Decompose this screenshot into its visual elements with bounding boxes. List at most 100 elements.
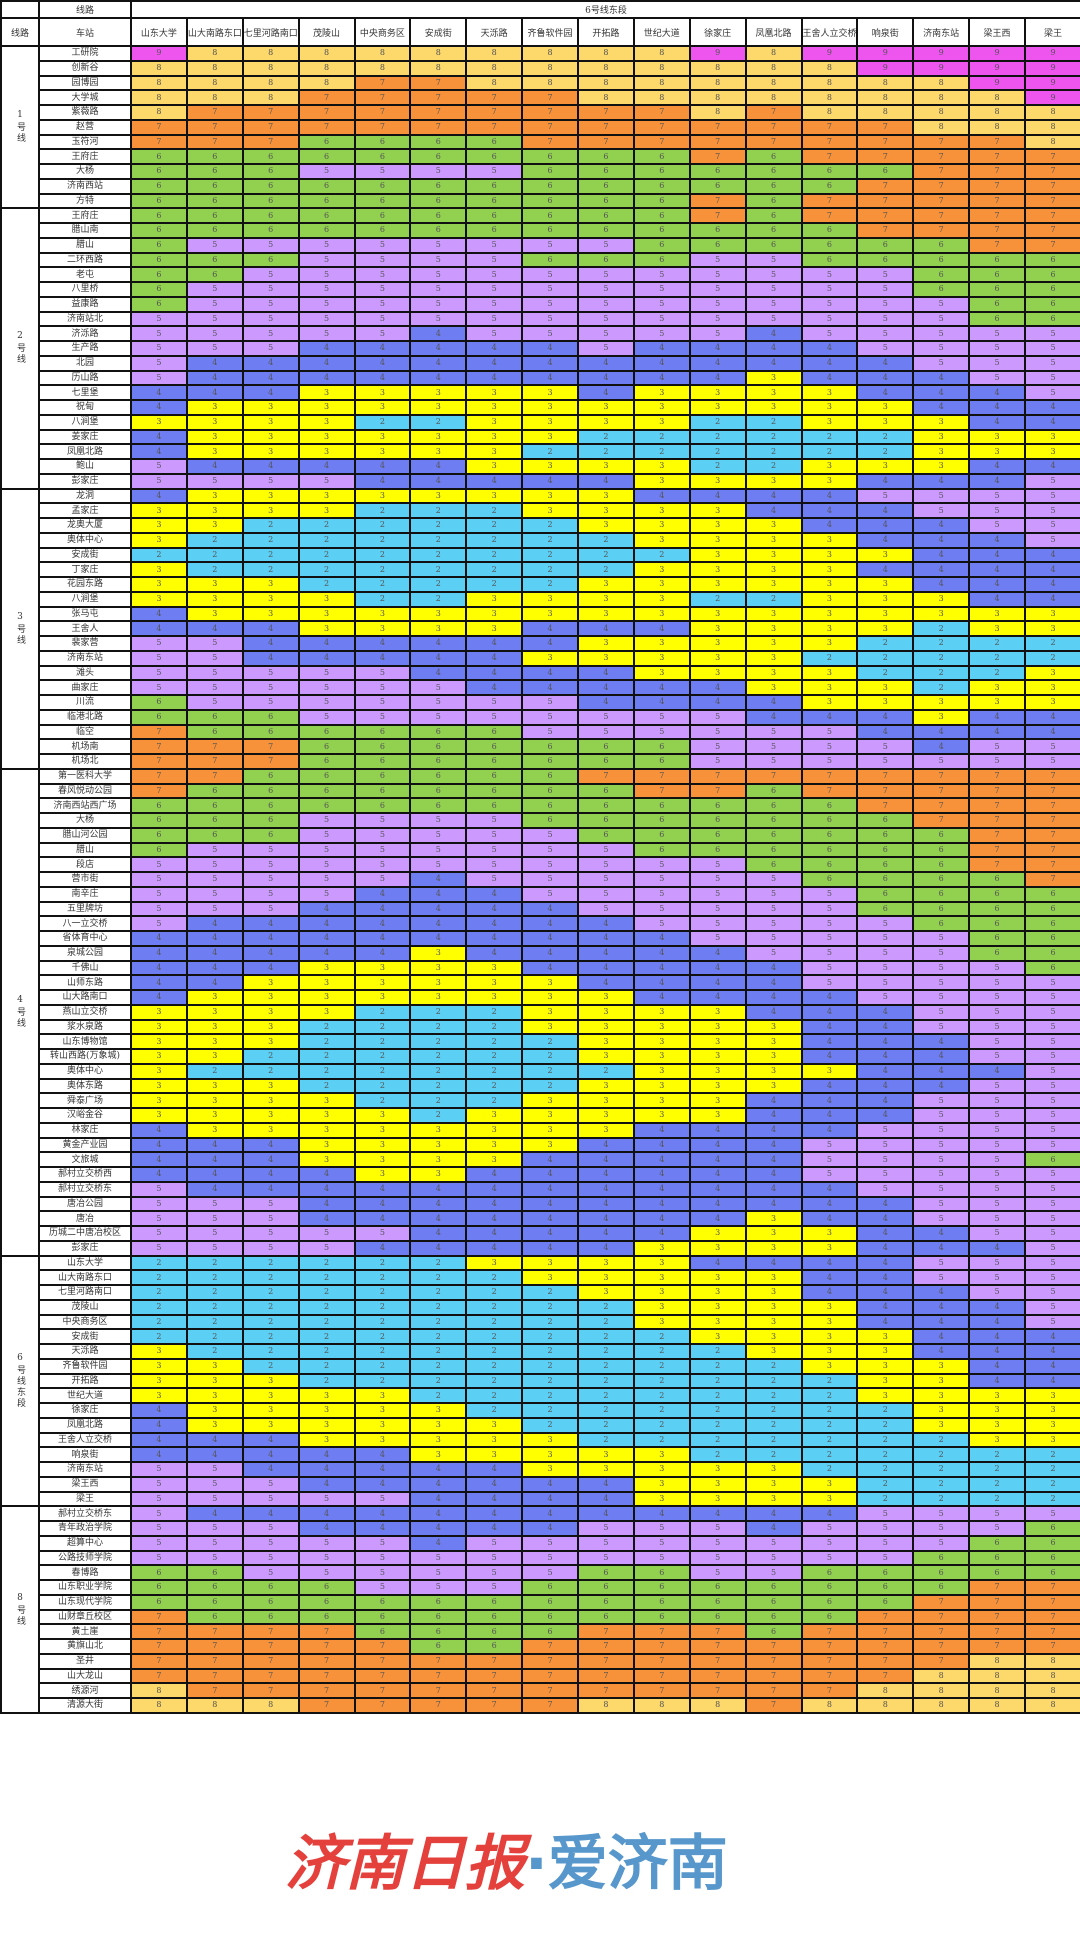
fare-cell: 4 <box>241 384 300 401</box>
fare-cell: 2 <box>185 1284 244 1301</box>
fare-cell: 5 <box>521 1564 579 1581</box>
fare-cell: 6 <box>521 738 579 755</box>
fare-cell: 3 <box>521 590 579 608</box>
fare-cell: 3 <box>856 694 915 711</box>
fare-cell: 6 <box>353 767 412 785</box>
fare-cell: 4 <box>409 325 468 342</box>
fare-cell: 5 <box>241 694 300 711</box>
fare-cell: 2 <box>353 1328 412 1345</box>
fare-cell: 9 <box>1023 74 1080 92</box>
fare-cell: 6 <box>632 251 691 269</box>
station-row: 超算中心 5 5 5 5 5 4 5 5 5 5 5 5 5 5 5 6 6 <box>1 1534 1080 1552</box>
fare-cell: 4 <box>856 354 915 372</box>
station-row: 鲍山 5 4 4 4 4 4 3 3 3 3 2 2 3 3 3 4 4 <box>1 458 1080 475</box>
station-row: 山财章丘校区 7 6 6 6 6 6 6 6 6 6 6 6 6 7 7 7 7 <box>1 1608 1080 1626</box>
station-name: 七里堡 <box>38 384 132 401</box>
fare-cell: 3 <box>744 1490 803 1508</box>
fare-cell: 5 <box>353 163 412 180</box>
fare-cell: 4 <box>185 944 244 962</box>
fare-cell: 7 <box>800 767 859 785</box>
fare-cell: 4 <box>632 1210 691 1227</box>
station-name: 山东大学 <box>38 1254 132 1272</box>
fare-cell: 3 <box>688 605 747 623</box>
fare-cell: 2 <box>521 443 579 460</box>
fare-cell: 3 <box>688 649 747 667</box>
fare-cell: 5 <box>185 1210 244 1227</box>
fare-cell: 4 <box>353 1461 412 1478</box>
fare-cell: 4 <box>968 1239 1026 1257</box>
station-name: 凤凰北路 <box>38 1416 132 1434</box>
station-name: 千佛山 <box>38 959 132 977</box>
fare-cell: 5 <box>130 664 188 682</box>
fare-cell: 3 <box>409 428 468 446</box>
fare-cell: 2 <box>800 1446 859 1463</box>
fare-cell: 6 <box>912 915 971 932</box>
fare-cell: 3 <box>856 1372 915 1390</box>
fare-cell: 7 <box>744 1667 803 1685</box>
fare-cell: 2 <box>297 1328 356 1345</box>
fare-cell: 4 <box>409 1210 468 1227</box>
fare-cell: 3 <box>241 1033 300 1050</box>
fare-cell: 7 <box>1023 236 1080 254</box>
fare-cell: 5 <box>688 1534 747 1552</box>
station-row: 奥体中心 3 2 2 2 2 2 2 2 2 3 3 3 3 4 4 4 5 <box>1 531 1080 549</box>
fare-cell: 3 <box>521 1446 579 1463</box>
station-row: 黄土崖 7 7 7 7 6 6 6 6 7 7 7 6 7 7 7 7 7 <box>1 1623 1080 1640</box>
fare-cell: 4 <box>800 517 859 534</box>
fare-cell: 4 <box>744 1180 803 1198</box>
fare-cell: 6 <box>968 1534 1026 1552</box>
fare-cell: 5 <box>856 989 915 1006</box>
fare-cell: 3 <box>297 1136 356 1154</box>
fare-cell: 3 <box>577 590 635 608</box>
fare-cell: 5 <box>297 885 356 903</box>
fare-cell: 3 <box>744 664 803 682</box>
station-row: 彭家庄 5 5 5 5 4 4 4 4 4 3 3 3 3 4 4 4 5 <box>1 1239 1080 1257</box>
fare-cell: 8 <box>912 1682 971 1699</box>
fare-cell: 5 <box>521 1549 579 1567</box>
fare-cell: 6 <box>130 266 188 283</box>
fare-cell: 4 <box>353 1180 412 1198</box>
fare-cell: 7 <box>632 1682 691 1699</box>
fare-cell: 6 <box>465 738 524 755</box>
fare-cell: 7 <box>130 1652 188 1670</box>
fare-cell: 3 <box>632 635 691 652</box>
fare-cell: 4 <box>688 340 747 357</box>
fare-cell: 6 <box>353 738 412 755</box>
fare-cell: 6 <box>744 1579 803 1596</box>
fare-cell: 5 <box>856 974 915 991</box>
fare-cell: 7 <box>241 1623 300 1640</box>
fare-cell: 3 <box>800 384 859 401</box>
station-name: 黄金产业园 <box>38 1136 132 1154</box>
fare-cell: 2 <box>744 590 803 608</box>
fare-cell: 5 <box>968 738 1026 755</box>
station-row: 段店 5 5 5 5 5 5 5 5 5 5 5 6 6 6 6 7 7 <box>1 856 1080 873</box>
fare-cell: 8 <box>577 59 635 77</box>
fare-cell: 5 <box>912 1166 971 1183</box>
fare-cell: 4 <box>1023 708 1080 726</box>
fare-cell: 5 <box>241 679 300 696</box>
station-row: 山东现代学院 6 6 6 6 6 6 6 6 6 6 6 6 6 6 7 7 7 <box>1 1593 1080 1611</box>
destination-header: 茂陵山 <box>297 17 356 47</box>
station-name: 山师东路 <box>38 974 132 991</box>
fare-cell: 2 <box>353 576 412 593</box>
fare-cell: 3 <box>744 1062 803 1080</box>
fare-cell: 3 <box>577 989 635 1006</box>
fare-cell: 4 <box>744 340 803 357</box>
fare-cell: 4 <box>912 1284 971 1301</box>
fare-cell: 3 <box>465 1136 524 1154</box>
fare-cell: 3 <box>744 605 803 623</box>
destination-header: 山东大学 <box>130 17 188 47</box>
fare-cell: 4 <box>465 664 524 682</box>
fare-cell: 4 <box>465 649 524 667</box>
fare-cell: 4 <box>465 679 524 696</box>
station-name: 山大南路东口 <box>38 1269 132 1286</box>
fare-cell: 2 <box>465 1372 524 1390</box>
fare-cell: 2 <box>241 1062 300 1080</box>
fare-cell: 5 <box>130 1520 188 1537</box>
fare-cell: 8 <box>297 59 356 77</box>
fare-cell: 4 <box>521 620 579 637</box>
fare-cell: 5 <box>577 1534 635 1552</box>
station-name: 凤凰北路 <box>38 443 132 460</box>
fare-cell: 3 <box>968 428 1026 446</box>
fare-cell: 8 <box>521 74 579 92</box>
